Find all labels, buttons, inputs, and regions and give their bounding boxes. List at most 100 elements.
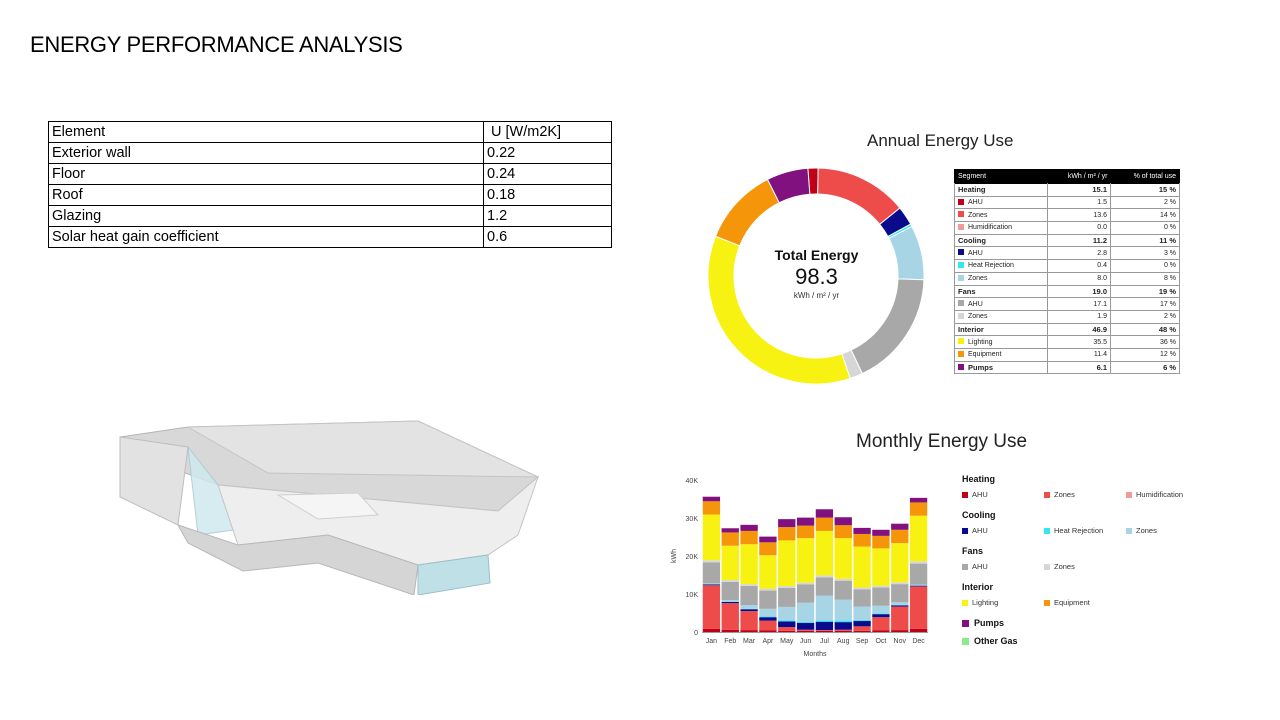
bar-segment [778, 586, 796, 588]
bar-segment [891, 606, 909, 631]
segment-value-cell: 8.0 [1047, 271, 1111, 286]
bar-segment [796, 517, 815, 526]
segment-value-cell: 19.0 [1047, 284, 1111, 299]
bar-segment [702, 496, 721, 502]
legend-label: AHU [972, 490, 988, 499]
bar-segment [815, 630, 834, 631]
bar-segment [721, 579, 739, 582]
segment-pct-cell: 17 % [1110, 297, 1180, 311]
segment-name: AHU [968, 199, 983, 207]
segment-name: AHU [968, 249, 983, 257]
bar-segment [759, 555, 777, 589]
bar-segment [909, 563, 928, 585]
bar-segment [759, 608, 777, 617]
bar-segment [778, 606, 796, 621]
legend-label: Heat Rejection [1054, 526, 1104, 535]
segment-value-cell: 0.0 [1047, 221, 1111, 235]
bar-segment [759, 617, 777, 621]
segment-color-swatch [958, 223, 964, 230]
bar-segment [796, 629, 815, 631]
legend-swatch [962, 619, 969, 627]
bar-segment [834, 629, 852, 631]
bar-segment [853, 630, 871, 632]
total-energy-value: 98.3 [795, 264, 838, 289]
segment-name-cell: AHU [954, 246, 1048, 261]
bar-segment [796, 584, 815, 603]
bar-segment [834, 599, 852, 621]
segment-value-cell: 1.5 [1047, 195, 1111, 210]
table-row: Solar heat gain coefficient 0.6 [48, 226, 612, 248]
donut-slice [817, 167, 901, 226]
bar-segment [740, 530, 758, 545]
legend-item: Other Gas [962, 636, 1262, 646]
bar-segment [740, 630, 758, 632]
u-table-header-element: Element [48, 121, 484, 143]
segment-row: Zones 1.9 2 % [954, 309, 1180, 324]
x-tick-label: Mar [743, 638, 756, 645]
segment-header-kwh: kWh / m² / yr [1047, 169, 1111, 184]
x-tick-label: Apr [762, 638, 774, 645]
bar-segment [721, 600, 739, 602]
bar-segment [853, 626, 871, 631]
segment-value-cell: 15.1 [1047, 183, 1111, 197]
bar-segment [834, 517, 852, 526]
bar-segment [909, 497, 928, 503]
segment-name: Heat Rejection [968, 262, 1014, 270]
bar-segment [721, 528, 739, 533]
bar-segment [815, 575, 834, 578]
bar-segment [853, 533, 871, 547]
legend-swatch [962, 637, 969, 645]
segment-row: Humidification 0.0 0 % [954, 221, 1180, 235]
bar-segment [872, 630, 890, 632]
bar-segment [759, 588, 777, 591]
bar-segment [702, 628, 721, 632]
segment-name-cell: Humidification [954, 221, 1048, 235]
legend-item: Pumps [962, 618, 1262, 628]
bar-segment [909, 502, 928, 516]
bar-segment [909, 585, 928, 587]
table-row: Exterior wall 0.22 [48, 142, 612, 164]
x-tick-label: Nov [894, 638, 907, 645]
x-tick-label: Jan [706, 638, 717, 645]
bar-segment [702, 562, 721, 584]
legend-row: Lighting Equipment [962, 598, 1262, 610]
bar-segment [891, 543, 909, 583]
bar-segment [891, 582, 909, 585]
segment-pct-cell: 14 % [1110, 208, 1180, 223]
segment-name-cell: Heat Rejection [954, 259, 1048, 273]
u-value-table: Element U [W/m2K] Exterior wall 0.22 Flo… [48, 121, 612, 248]
legend-label: Other Gas [974, 636, 1018, 646]
x-tick-label: Jun [800, 638, 811, 645]
y-tick-label: 40K [686, 478, 699, 485]
u-table-cell-element: Exterior wall [48, 142, 484, 164]
bar-segment [702, 514, 721, 561]
bar-segment [891, 584, 909, 603]
bar-segment [702, 501, 721, 515]
legend-label: Zones [1136, 526, 1157, 535]
segment-name-cell: Zones [954, 271, 1048, 286]
segment-pct-cell: 8 % [1110, 271, 1180, 286]
bar-segment [740, 524, 758, 531]
segment-color-swatch [958, 350, 964, 357]
segment-color-swatch [958, 300, 964, 307]
legend-swatch [1044, 491, 1050, 498]
segment-row: AHU 1.5 2 % [954, 195, 1180, 210]
segment-row: Equipment 11.4 12 % [954, 347, 1180, 362]
bar-segment [834, 525, 852, 539]
u-table-cell-value: 0.18 [483, 184, 612, 206]
bar-segment [872, 548, 890, 586]
legend-row: AHU Zones Humidification [962, 490, 1262, 502]
segment-name-cell: Interior [954, 322, 1048, 337]
bar-segment [909, 561, 928, 564]
bar-segment [872, 613, 890, 615]
segment-color-swatch [958, 249, 964, 256]
bar-segment [834, 630, 852, 632]
legend-swatch [1126, 491, 1132, 498]
segment-color-swatch [958, 274, 964, 281]
segment-name: Pumps [968, 362, 994, 372]
segment-group-row: Heating 15.1 15 % [954, 183, 1180, 197]
bar-segment [891, 630, 909, 632]
legend-item: Zones [1044, 490, 1075, 499]
segment-name-cell: Pumps [954, 360, 1048, 375]
legend-swatch [1044, 563, 1050, 570]
